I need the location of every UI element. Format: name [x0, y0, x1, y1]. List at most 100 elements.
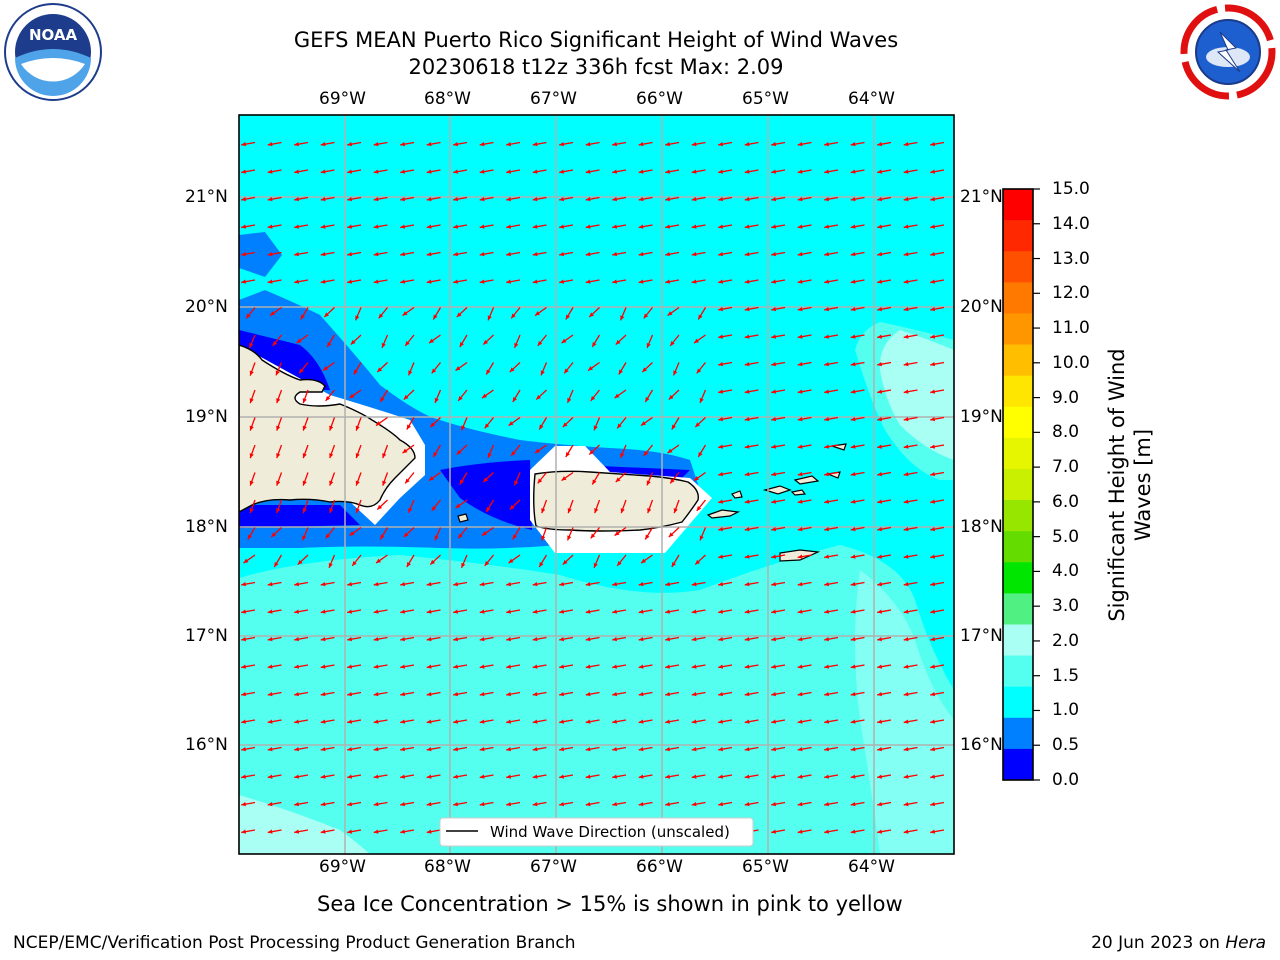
- wind-arrow: [267, 609, 282, 614]
- wind-arrow: [559, 664, 574, 669]
- wind-arrow: [248, 334, 256, 349]
- wind-arrow: [824, 499, 839, 504]
- wind-arrow: [903, 746, 918, 752]
- wind-arrow: [426, 719, 441, 724]
- wind-arrow: [479, 746, 494, 752]
- wind-arrow: [850, 251, 865, 257]
- wind-arrow: [506, 719, 521, 724]
- wind-arrow: [771, 444, 786, 449]
- wind-arrow: [457, 527, 468, 539]
- wind-arrow: [797, 746, 812, 752]
- wind-arrow: [509, 362, 521, 373]
- wind-arrow: [482, 334, 494, 346]
- wind-arrow: [877, 499, 892, 504]
- map-area: [239, 115, 954, 854]
- wind-arrow: [771, 224, 786, 229]
- wind-arrow: [638, 719, 653, 724]
- lon-label-bottom-66: 66°W: [636, 857, 683, 877]
- wind-arrow: [718, 471, 733, 477]
- wind-arrow: [646, 472, 654, 486]
- wind-arrow: [691, 636, 706, 642]
- wind-arrow: [930, 746, 945, 752]
- wind-arrow: [267, 279, 282, 284]
- wind-arrow: [508, 554, 521, 564]
- wind-arrow: [453, 251, 468, 257]
- wind-arrow: [930, 664, 945, 669]
- colorbar-segment: [1003, 531, 1033, 563]
- land-virgin-islands: [762, 475, 820, 496]
- wind-arrow: [320, 664, 335, 669]
- wind-arrow: [328, 554, 336, 569]
- wind-arrow: [877, 334, 892, 339]
- sea-band-1-5-2-south: [239, 545, 954, 854]
- wind-arrow: [320, 719, 335, 724]
- wind-arrow: [400, 829, 415, 834]
- wind-arrow: [850, 471, 865, 477]
- wind-arrow: [267, 801, 282, 807]
- wind-arrow: [347, 801, 362, 807]
- wind-arrow: [481, 526, 494, 537]
- legend-box: [439, 817, 754, 847]
- wind-arrow: [400, 801, 415, 807]
- wind-arrow: [559, 609, 574, 614]
- wind-arrow: [699, 527, 707, 541]
- colorbar-segment: [1003, 189, 1033, 221]
- wind-arrow: [797, 554, 812, 559]
- wind-arrow: [532, 801, 547, 807]
- wind-arrow: [347, 691, 362, 697]
- lat-label-left-19: 19°N: [185, 407, 228, 427]
- wind-arrow: [771, 609, 786, 614]
- wind-arrow: [400, 664, 415, 669]
- wind-arrow: [665, 691, 680, 697]
- wind-arrow: [267, 774, 282, 779]
- lat-label-right-21: 21°N: [960, 187, 1003, 207]
- wind-arrow: [612, 636, 627, 642]
- wind-arrow: [718, 306, 733, 312]
- wind-arrow: [903, 829, 918, 834]
- wind-arrow: [665, 609, 680, 614]
- wind-arrow: [771, 746, 786, 752]
- wind-arrow: [850, 526, 865, 532]
- wind-arrow: [453, 609, 468, 614]
- wind-arrow: [638, 609, 653, 614]
- wind-arrow: [585, 664, 600, 669]
- wind-arrow: [744, 306, 759, 312]
- wind-arrow: [479, 581, 494, 587]
- wind-arrow: [771, 636, 786, 642]
- wind-arrow: [585, 636, 600, 642]
- wind-arrow: [534, 444, 547, 454]
- chart-subtitle: 20230618 t12z 336h fcst Max: 2.09: [408, 55, 784, 79]
- wind-arrow: [329, 444, 336, 459]
- wind-arrow: [638, 664, 653, 669]
- wind-arrow: [877, 746, 892, 752]
- wind-arrow: [691, 801, 706, 807]
- wind-arrow: [407, 362, 415, 376]
- wind-arrow: [426, 691, 441, 697]
- wind-arrow: [694, 554, 706, 566]
- wind-arrow: [672, 362, 680, 376]
- wind-arrow: [249, 417, 256, 431]
- wind-arrow: [638, 801, 653, 807]
- wind-wave-arrows: [241, 141, 945, 834]
- wind-arrow: [638, 691, 653, 697]
- wind-arrow: [797, 636, 812, 642]
- wind-arrow: [771, 691, 786, 697]
- wind-arrow: [744, 636, 759, 642]
- wind-arrow: [379, 527, 389, 540]
- wind-arrow: [877, 664, 892, 669]
- wind-arrow: [565, 444, 574, 458]
- wind-arrow: [302, 472, 309, 486]
- sea-band-2-3-southeast: [855, 570, 954, 854]
- wind-arrow: [453, 169, 468, 174]
- wind-arrow: [373, 224, 388, 229]
- wind-arrow: [400, 141, 415, 147]
- wind-arrow: [771, 169, 786, 174]
- legend-label: Wind Wave Direction (unscaled): [490, 823, 730, 841]
- wind-arrow: [267, 719, 282, 724]
- wind-arrow: [877, 444, 892, 449]
- wind-arrow: [693, 334, 706, 344]
- wind-arrow: [771, 196, 786, 202]
- wind-arrow: [347, 829, 362, 834]
- wind-arrow: [643, 307, 654, 319]
- wind-arrow: [400, 691, 415, 697]
